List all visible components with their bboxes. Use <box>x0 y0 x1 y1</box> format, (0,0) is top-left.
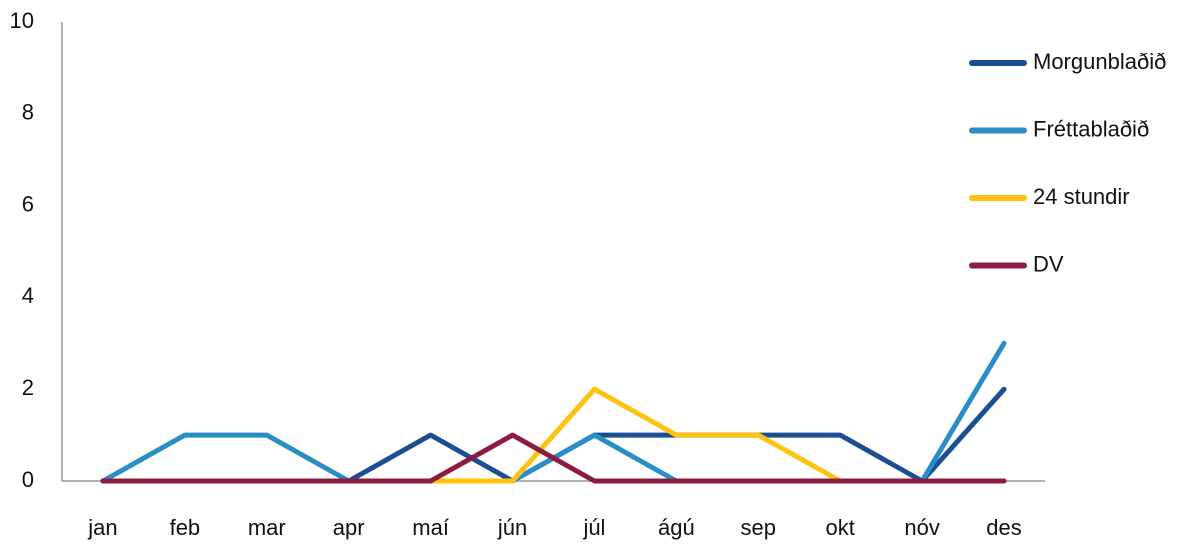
y-tick-label: 2 <box>22 375 34 400</box>
line-series <box>100 432 1007 484</box>
x-tick-label: sep <box>741 515 776 540</box>
legend-label: Fréttablaðið <box>1033 116 1149 141</box>
y-tick-label: 0 <box>22 467 34 492</box>
x-tick-label: nóv <box>904 515 939 540</box>
y-tick-label: 10 <box>10 8 34 33</box>
x-tick-label: des <box>986 515 1021 540</box>
x-tick-label: maí <box>412 515 449 540</box>
y-tick-label: 8 <box>22 100 34 125</box>
legend-label: Morgunblaðið <box>1033 49 1166 74</box>
x-tick-label: jan <box>87 515 117 540</box>
x-tick-label: ágú <box>658 515 695 540</box>
y-tick-label: 4 <box>22 283 34 308</box>
y-tick-label: 6 <box>22 191 34 216</box>
x-tick-label: jún <box>497 515 527 540</box>
legend-label: DV <box>1033 251 1064 276</box>
x-tick-label: okt <box>826 515 855 540</box>
x-tick-label: júl <box>582 515 605 540</box>
x-tick-label: feb <box>170 515 201 540</box>
legend-label: 24 stundir <box>1033 184 1130 209</box>
x-tick-label: mar <box>248 515 286 540</box>
x-tick-label: apr <box>333 515 365 540</box>
